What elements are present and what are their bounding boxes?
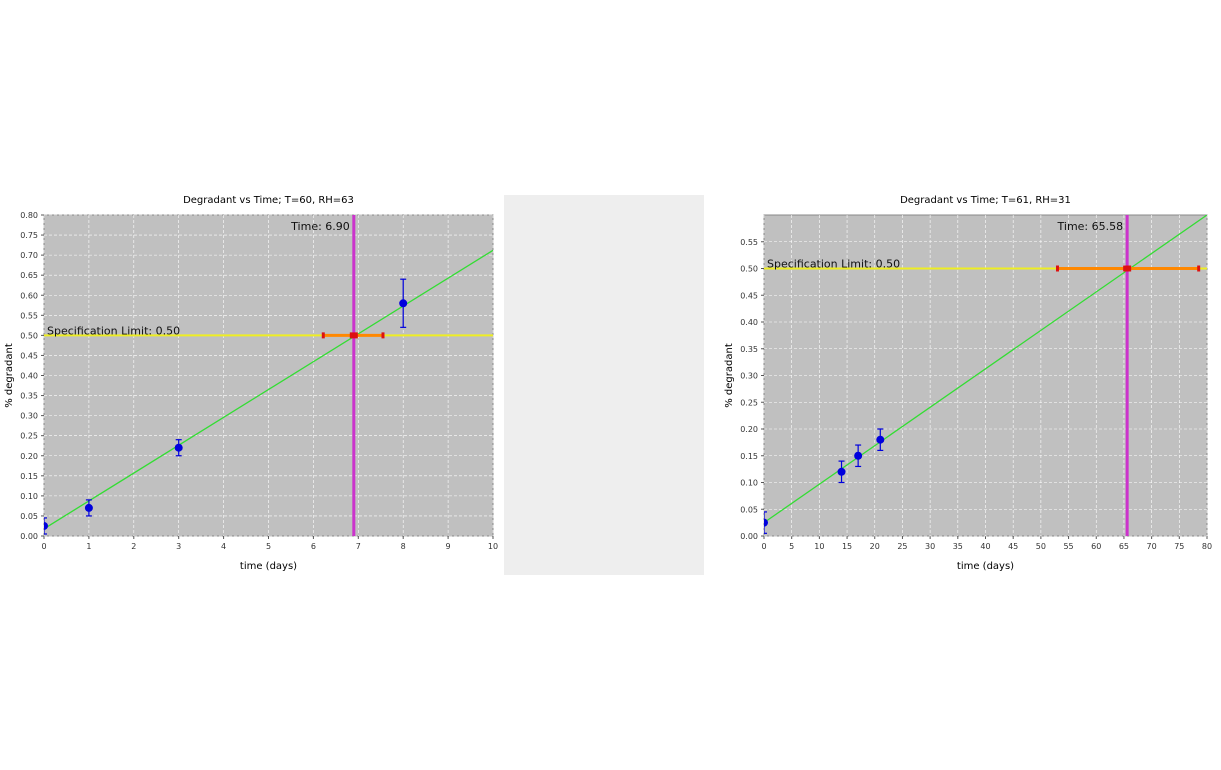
x-axis-label: time (days)	[240, 561, 297, 572]
y-tick-label: 0.55	[20, 311, 38, 320]
y-tick-label: 0.70	[20, 251, 38, 260]
data-point	[854, 451, 863, 460]
y-tick-label: 0.10	[20, 492, 38, 501]
y-tick-label: 0.00	[740, 532, 758, 541]
y-tick-label: 0.25	[740, 398, 758, 407]
y-tick-label: 0.50	[20, 331, 38, 340]
chart-1: Degradant vs Time; T=60, RH=63 0 1 2 3 4 5 6 7 8 9…	[4, 195, 498, 572]
data-point	[876, 435, 885, 444]
x-tick-label: 10	[814, 542, 824, 551]
y-tick-label: 0.20	[20, 452, 38, 461]
x-tick-label: 3	[176, 542, 181, 551]
x-tick-label: 10	[488, 542, 498, 551]
chart-2: Degradant vs Time; T=61, RH=31 0 5 10 15 20 25…	[724, 195, 1212, 572]
y-tick-label: 0.05	[20, 512, 38, 521]
y-tick-label: 0.65	[20, 271, 38, 280]
y-tick-label: 0.80	[20, 211, 38, 220]
y-tick-label: 0.35	[20, 392, 38, 401]
y-tick-label: 0.30	[20, 412, 38, 421]
x-tick-label: 5	[266, 542, 271, 551]
y-tick-label: 0.30	[740, 372, 758, 381]
x-tick-label: 5	[789, 542, 794, 551]
blank-panel	[504, 195, 704, 575]
x-tick-label: 30	[925, 542, 935, 551]
interval-end	[1055, 265, 1059, 272]
x-tick-label: 55	[1063, 542, 1073, 551]
x-tick-label: 65	[1119, 542, 1129, 551]
y-tick-label: 0.40	[20, 372, 38, 381]
x-tick-label: 8	[401, 542, 406, 551]
y-tick-label: 0.45	[20, 351, 38, 360]
x-tick-label: 15	[842, 542, 852, 551]
x-tick-label: 9	[446, 542, 451, 551]
x-tick-label: 45	[1008, 542, 1018, 551]
data-point	[84, 503, 93, 512]
y-tick-label: 0.10	[740, 479, 758, 488]
y-tick-label: 0.15	[740, 452, 758, 461]
y-tick-label: 0.75	[20, 231, 38, 240]
y-tick-label: 0.00	[20, 532, 38, 541]
x-tick-label: 4	[221, 542, 226, 551]
chart-title: Degradant vs Time; T=60, RH=63	[183, 195, 354, 206]
intersection-marker	[349, 332, 358, 339]
time-marker-label: Time: 65.58	[1057, 220, 1124, 233]
x-tick-label: 25	[897, 542, 907, 551]
x-tick-label: 6	[311, 542, 316, 551]
y-tick-label: 0.25	[20, 432, 38, 441]
y-tick-label: 0.35	[740, 345, 758, 354]
interval-end	[321, 332, 325, 339]
x-tick-label: 7	[356, 542, 361, 551]
data-point	[399, 299, 408, 308]
chart-title: Degradant vs Time; T=61, RH=31	[900, 195, 1071, 206]
interval-end	[381, 332, 385, 339]
x-tick-label: 50	[1036, 542, 1046, 551]
y-tick-label: 0.20	[740, 425, 758, 434]
y-tick-label: 0.45	[740, 291, 758, 300]
x-tick-label: 1	[86, 542, 91, 551]
intersection-marker	[1123, 265, 1132, 272]
y-tick-label: 0.40	[740, 318, 758, 327]
x-tick-label: 2	[131, 542, 136, 551]
y-tick-label: 0.60	[20, 291, 38, 300]
y-tick-label: 0.50	[740, 265, 758, 274]
y-tick-label: 0.55	[740, 238, 758, 247]
x-tick-label: 20	[870, 542, 880, 551]
data-point	[764, 518, 768, 527]
spec-limit-label: Specification Limit: 0.50	[47, 324, 180, 337]
x-tick-label: 75	[1174, 542, 1184, 551]
time-marker-label: Time: 6.90	[290, 220, 350, 233]
x-axis-label: time (days)	[957, 561, 1014, 572]
y-tick-label: 0.05	[740, 505, 758, 514]
interval-end	[1197, 265, 1201, 272]
x-tick-label: 60	[1091, 542, 1101, 551]
data-point	[44, 521, 48, 530]
y-axis-label: % degradant	[4, 343, 15, 408]
data-point	[174, 443, 183, 452]
y-axis-label: % degradant	[724, 343, 735, 408]
x-tick-label: 0	[41, 542, 46, 551]
fit-line	[44, 249, 493, 530]
x-tick-label: 35	[953, 542, 963, 551]
x-tick-label: 40	[980, 542, 990, 551]
data-point	[837, 467, 846, 476]
plot-content	[764, 215, 1207, 536]
y-tick-label: 0.15	[20, 472, 38, 481]
x-tick-label: 70	[1147, 542, 1157, 551]
spec-limit-label: Specification Limit: 0.50	[767, 258, 900, 271]
x-tick-label: 80	[1202, 542, 1212, 551]
plot-content	[44, 215, 493, 536]
x-tick-label: 0	[761, 542, 766, 551]
